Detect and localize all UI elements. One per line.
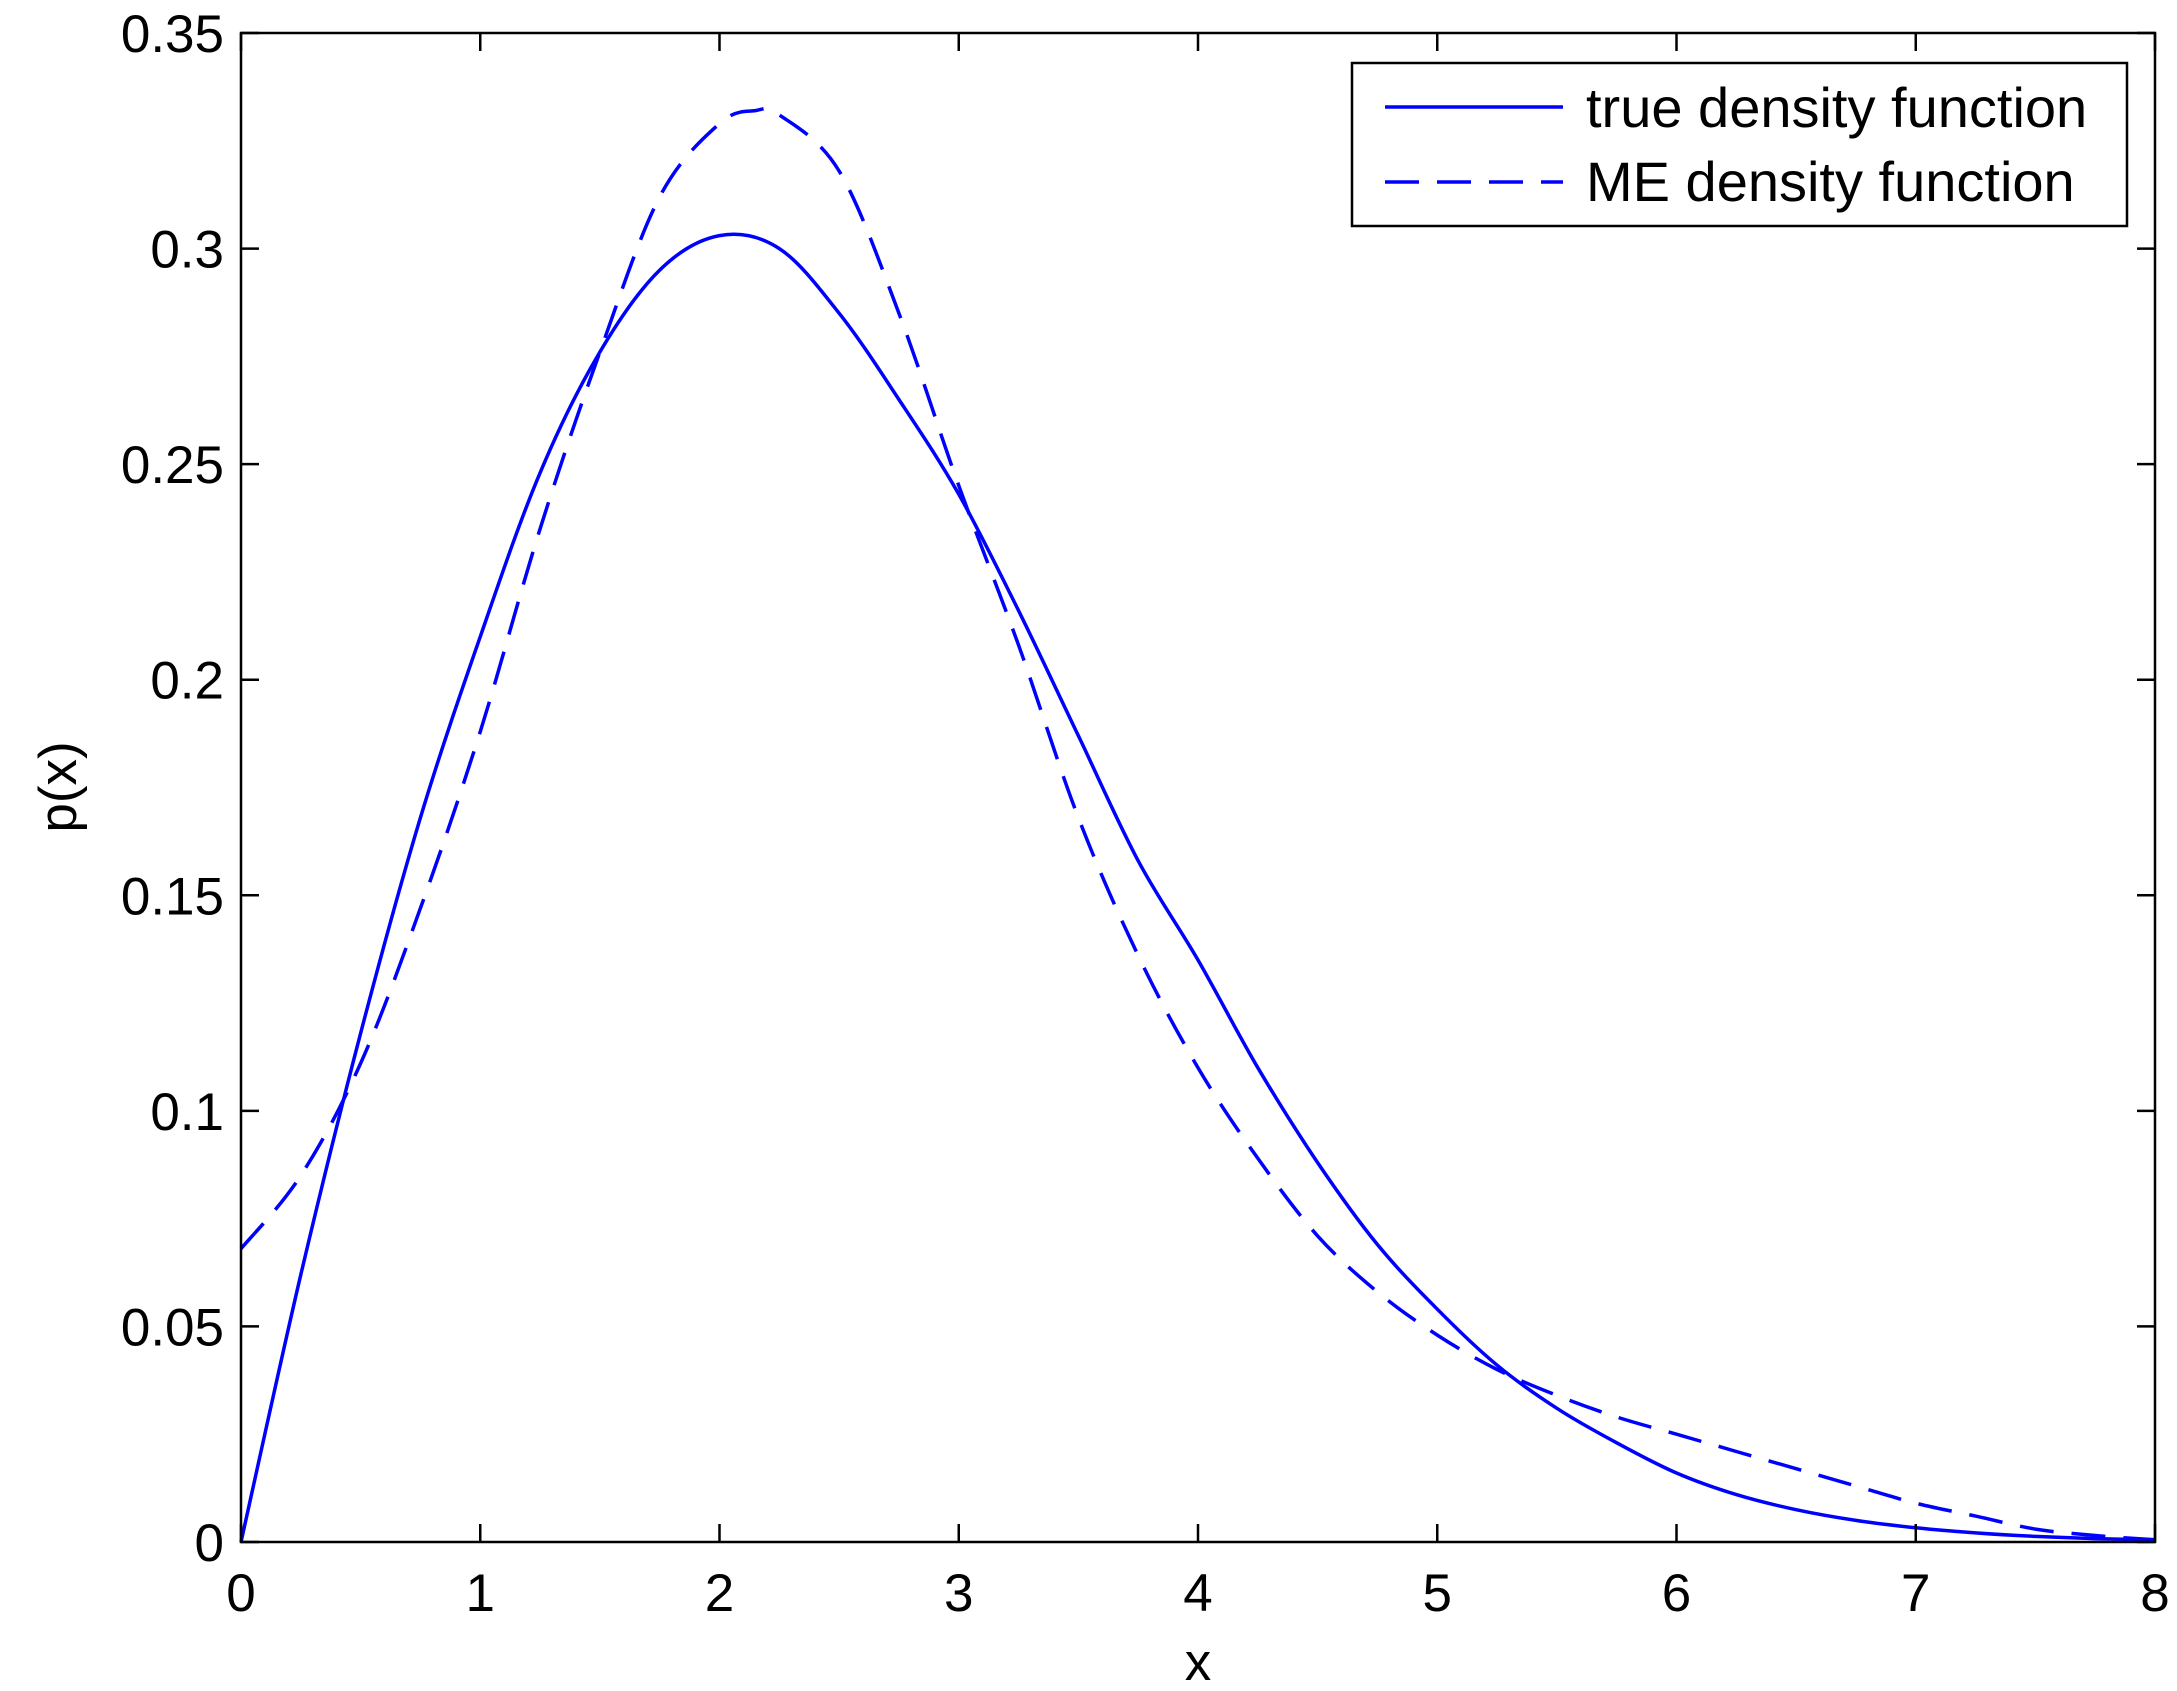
x-tick-label: 1 — [466, 1564, 495, 1623]
y-tick-label: 0.05 — [121, 1298, 224, 1357]
y-tick-label: 0 — [195, 1514, 224, 1573]
x-tick-label: 4 — [1183, 1564, 1212, 1623]
x-tick-label: 8 — [2140, 1564, 2169, 1623]
y-tick-label: 0.25 — [121, 436, 224, 495]
x-tick-label: 0 — [226, 1564, 255, 1623]
legend-label-true-density: true density function — [1586, 76, 2087, 139]
legend-box — [1350, 61, 2129, 228]
x-axis-label: x — [1185, 1633, 1212, 1691]
y-tick-label: 0.35 — [121, 5, 224, 64]
x-tick-label: 2 — [705, 1564, 734, 1623]
ticks-layer: 0 1 2 3 4 5 6 7 8 0 0.05 0.1 0.15 0.2 0.25 0.3 0.35 — [121, 5, 2170, 1623]
y-tick-label: 0.3 — [150, 221, 224, 280]
series-line-true-density — [239, 232, 2156, 1543]
x-tick-label: 3 — [944, 1564, 973, 1623]
x-tick-label: 6 — [1662, 1564, 1691, 1623]
y-axis-label: p(x) — [29, 741, 88, 832]
series-line-me-density — [239, 106, 2156, 1542]
legend: true density function ME density functio… — [1350, 61, 2129, 228]
y-tick-label: 0.15 — [121, 867, 224, 926]
x-tick-label: 7 — [1901, 1564, 1930, 1623]
y-tick-label: 0.1 — [150, 1083, 224, 1142]
x-tick-label: 5 — [1423, 1564, 1452, 1623]
plot-layer — [239, 106, 2156, 1543]
legend-label-me-density: ME density function — [1586, 150, 2075, 213]
y-tick-label: 0.2 — [150, 652, 224, 711]
